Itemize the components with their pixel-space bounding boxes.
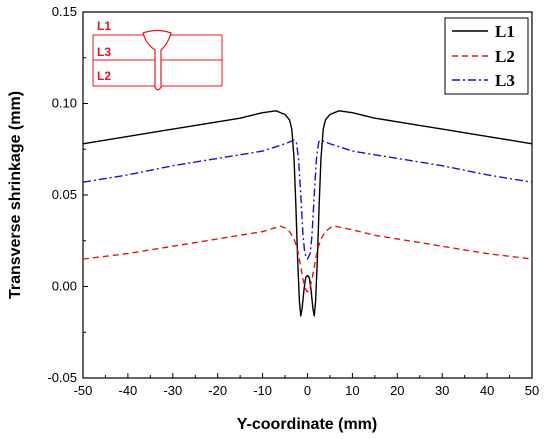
x-tick-label: -30 [163, 383, 182, 398]
weld-bead-shape [142, 29, 172, 91]
x-tick-label: 0 [304, 383, 311, 398]
y-axis-title: Transverse shrinkage (mm) [7, 91, 24, 299]
y-tick-label: 0.05 [52, 187, 77, 202]
inset-label-l1: L1 [97, 19, 111, 33]
x-axis-title: Y-coordinate (mm) [237, 416, 377, 433]
x-tick-label: -50 [74, 383, 93, 398]
x-tick-label: -20 [208, 383, 227, 398]
y-tick-label: 0.15 [52, 4, 77, 19]
x-tick-label: -40 [119, 383, 138, 398]
series-line-l2 [82, 225, 533, 293]
y-tick-label: 0.10 [52, 96, 77, 111]
y-axis: -0.05 0.00 0.05 0.10 0.15 [47, 4, 88, 385]
x-tick-label: 40 [480, 383, 494, 398]
legend-label-l1: L1 [495, 22, 515, 41]
inset-label-l3: L3 [97, 45, 111, 59]
x-axis: -50 -40 -30 -20 -10 0 10 20 30 40 50 [74, 373, 539, 398]
x-tick-label: 20 [390, 383, 404, 398]
legend-label-l2: L2 [495, 47, 515, 66]
series-line-l1 [82, 110, 533, 317]
x-tick-label: 10 [345, 383, 359, 398]
x-tick-label: 30 [435, 383, 449, 398]
y-tick-label: 0.00 [52, 279, 77, 294]
series-line-l3 [82, 139, 533, 260]
legend-label-l3: L3 [495, 71, 515, 90]
x-tick-label: -10 [253, 383, 272, 398]
y-tick-label: -0.05 [47, 370, 77, 385]
legend: L1 L2 L3 [444, 17, 529, 95]
series-group [82, 110, 533, 317]
x-tick-label: 50 [525, 383, 539, 398]
weld-inset-diagram: L1 L3 L2 [92, 19, 223, 91]
inset-label-l2: L2 [97, 69, 111, 83]
